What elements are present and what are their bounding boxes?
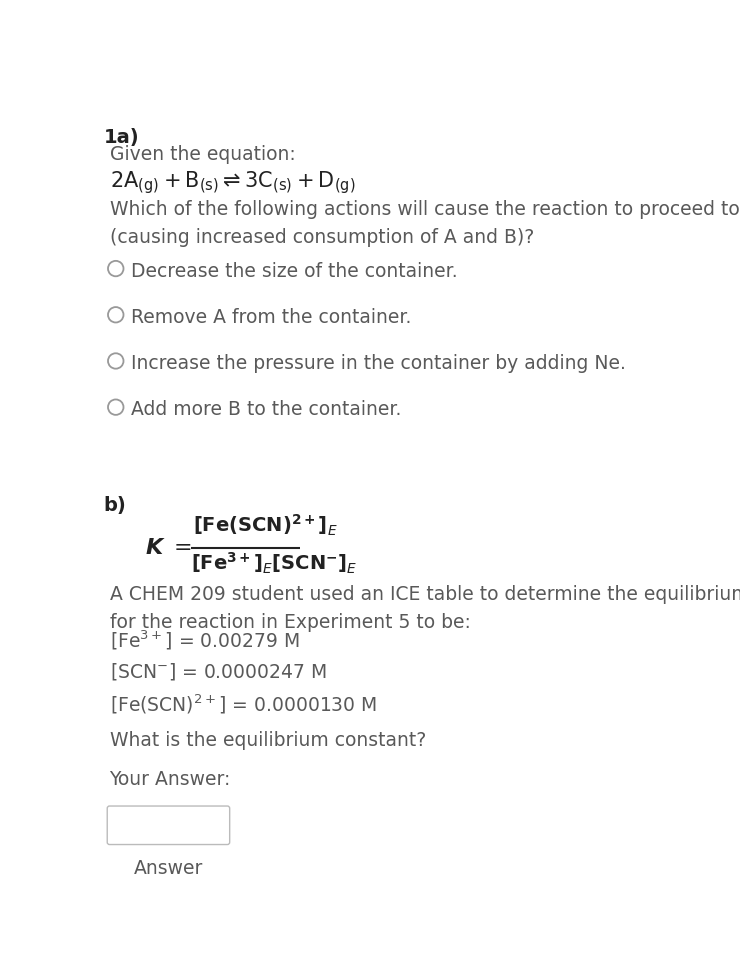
- Text: Add more B to the container.: Add more B to the container.: [131, 400, 402, 419]
- Text: b): b): [104, 496, 126, 514]
- Text: Decrease the size of the container.: Decrease the size of the container.: [131, 262, 458, 281]
- Text: $\mathbf{[Fe^{3+}]_{\mathit{E}}[SCN^{-}]_{\mathit{E}}}$: $\mathbf{[Fe^{3+}]_{\mathit{E}}[SCN^{-}]…: [191, 550, 357, 576]
- FancyBboxPatch shape: [107, 806, 229, 844]
- Text: $[\mathrm{SCN}^{-}]$ = 0.0000247 M: $[\mathrm{SCN}^{-}]$ = 0.0000247 M: [110, 660, 326, 682]
- Text: $\boldsymbol{K}\ =$: $\boldsymbol{K}\ =$: [145, 538, 192, 558]
- Text: Given the equation:: Given the equation:: [110, 144, 295, 164]
- Text: $\mathbf{[Fe(SCN)^{2+}]_{\mathit{E}}}$: $\mathbf{[Fe(SCN)^{2+}]_{\mathit{E}}}$: [193, 513, 338, 538]
- Text: Your Answer:: Your Answer:: [110, 769, 231, 789]
- Text: $[\mathrm{Fe(SCN)}^{2+}]$ = 0.0000130 M: $[\mathrm{Fe(SCN)}^{2+}]$ = 0.0000130 M: [110, 693, 377, 716]
- Text: A CHEM 209 student used an ICE table to determine the equilibrium concentrations: A CHEM 209 student used an ICE table to …: [110, 585, 740, 632]
- Text: 1a): 1a): [104, 128, 139, 147]
- Text: $2\mathrm{A}_{(\mathrm{g})} + \mathrm{B}_{(\mathrm{s})} \rightleftharpoons 3\mat: $2\mathrm{A}_{(\mathrm{g})} + \mathrm{B}…: [110, 169, 355, 196]
- Text: What is the equilibrium constant?: What is the equilibrium constant?: [110, 731, 425, 750]
- Text: Answer: Answer: [134, 859, 204, 879]
- Text: Which of the following actions will cause the reaction to proceed to the right
(: Which of the following actions will caus…: [110, 200, 740, 247]
- Text: Remove A from the container.: Remove A from the container.: [131, 308, 411, 327]
- Text: $[\mathrm{Fe}^{3+}]$ = 0.00279 M: $[\mathrm{Fe}^{3+}]$ = 0.00279 M: [110, 628, 299, 652]
- Text: Increase the pressure in the container by adding Ne.: Increase the pressure in the container b…: [131, 354, 626, 373]
